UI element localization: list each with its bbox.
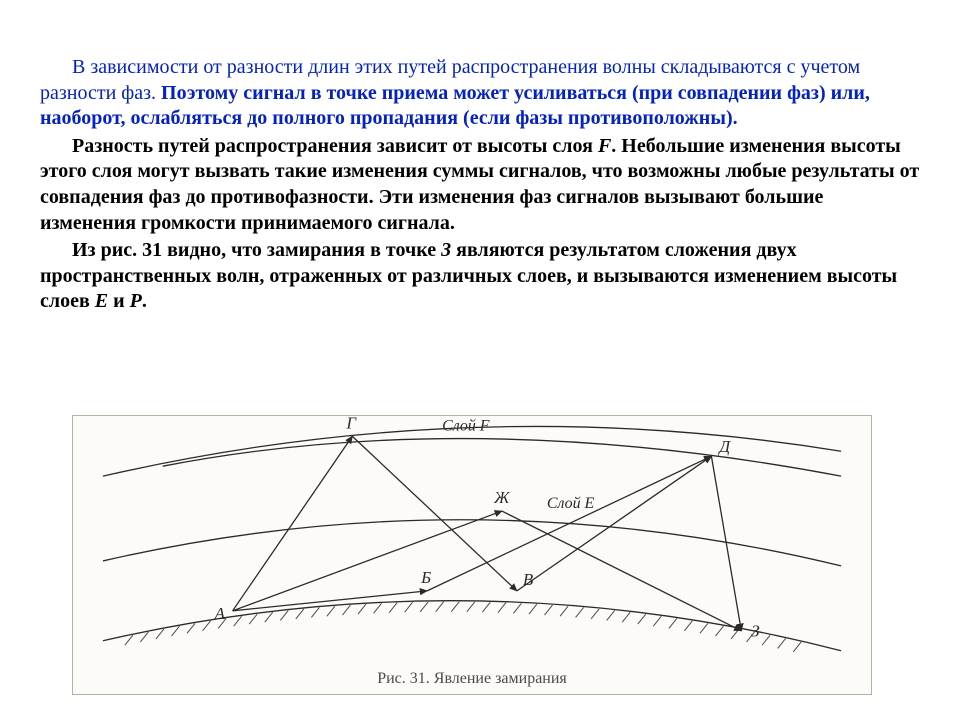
paragraph-1: В зависимости от разности длин этих путе… [40, 55, 920, 132]
svg-text:Д: Д [717, 437, 731, 456]
svg-text:В: В [523, 570, 533, 589]
p1-sentence-2: Поэтому сигнал в точке приема может усил… [40, 82, 870, 130]
figure-caption: Рис. 31. Явление замирания [73, 670, 871, 688]
p3-and: и [108, 290, 130, 312]
paragraph-3: Из рис. 31 видно, что замирания в точке … [40, 238, 920, 315]
paragraph-2: Разность путей распространения зависит о… [40, 134, 920, 236]
svg-text:А: А [214, 604, 226, 623]
figure-31: Слой F Слой Е А Б В Г Ж Д З Рис. 31. Явление зам… [72, 415, 872, 695]
figure-svg: Слой F Слой Е А Б В Г Ж Д З [73, 416, 871, 661]
p3-dot: . [142, 290, 147, 312]
p3-E: Е [95, 290, 108, 312]
p3-pt3: 3 [441, 239, 451, 261]
p3-P: Р [130, 290, 142, 312]
svg-text:Ж: Ж [493, 488, 511, 507]
p2-F: F [598, 135, 611, 157]
document-page: В зависимости от разности длин этих путе… [0, 0, 960, 720]
p3-t1: Из рис. 31 видно, что замирания в точке [72, 239, 441, 261]
svg-text:Г: Г [345, 416, 357, 432]
svg-text:З: З [751, 622, 760, 641]
p2-t1: Разность путей распространения зависит о… [72, 135, 598, 157]
svg-text:Слой Е: Слой Е [547, 495, 595, 512]
svg-text:Слой F: Слой F [442, 417, 490, 434]
svg-text:Б: Б [420, 568, 431, 587]
